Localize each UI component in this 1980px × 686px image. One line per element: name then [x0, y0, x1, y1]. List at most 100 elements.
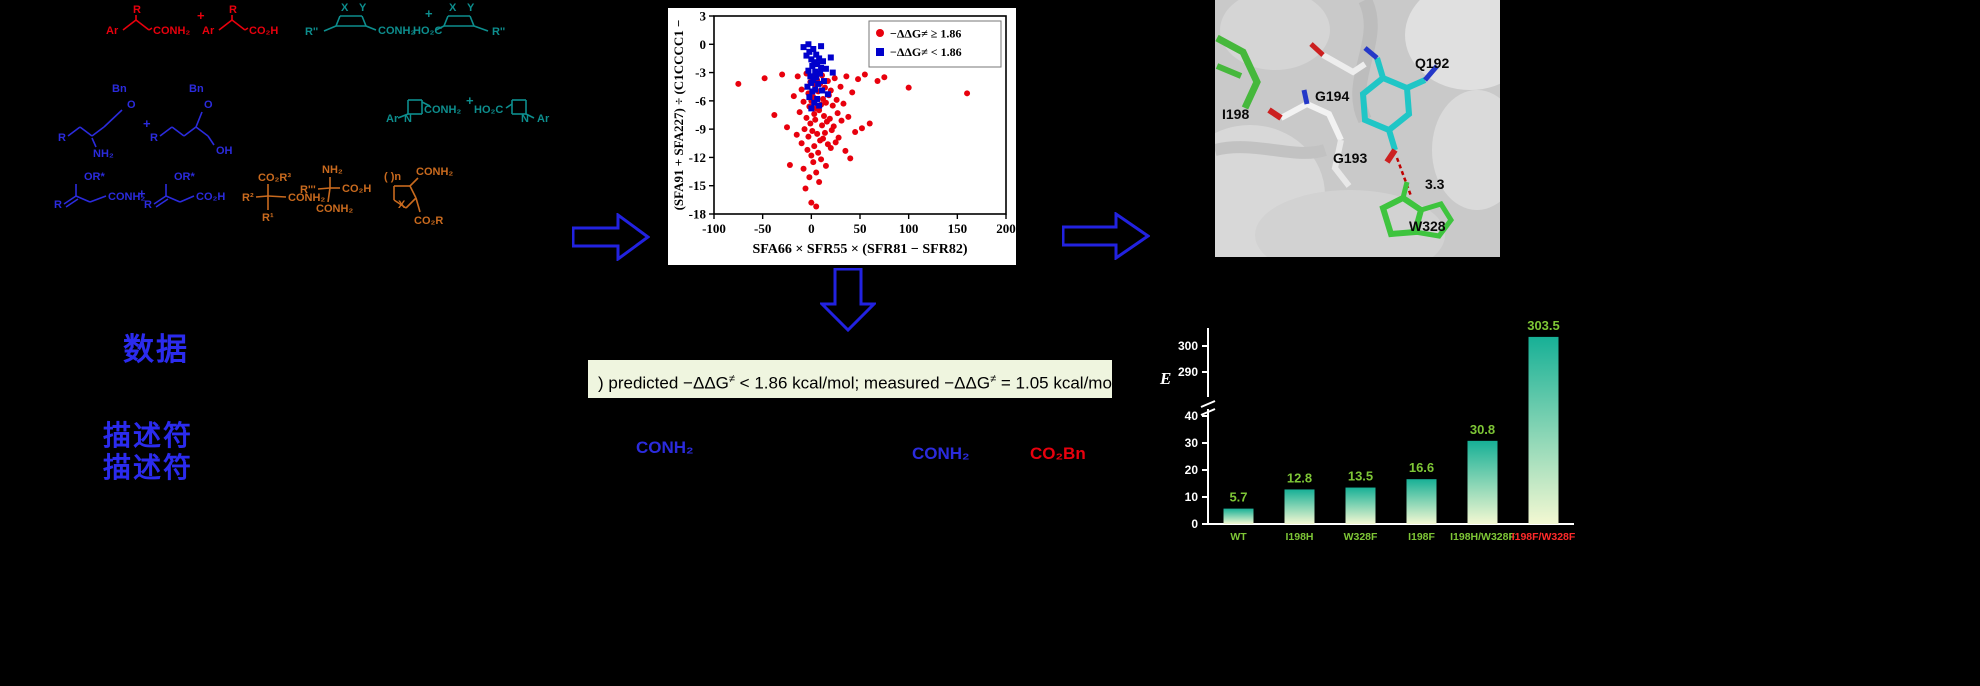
heterocycle-pair-top-label: Y — [467, 2, 475, 14]
obn-pair-label: O — [204, 99, 213, 111]
scatter-point-red — [833, 96, 840, 103]
obn-pair-bond — [67, 126, 81, 137]
distance-3-3-label: 3.3 — [1425, 176, 1445, 192]
enol-ether-pair-label: CONH₂ — [108, 191, 145, 203]
obn-pair-label: R — [58, 132, 66, 144]
cyclic-amide-ester-bond — [415, 197, 421, 213]
protein-label-layer: I198 Q192 G194 G193 3.3 W328 — [1215, 0, 1500, 257]
obn-pair-bond — [159, 126, 173, 137]
scatter-point-red — [803, 114, 810, 121]
scatter-point-blue — [800, 44, 807, 51]
heterocycle-pair-top-label: R'' — [305, 26, 319, 38]
y-tick-label: -15 — [689, 178, 707, 193]
substrate-label-1: CONH₂ — [636, 438, 694, 457]
bar-WT — [1223, 508, 1254, 524]
obn-pair-label: O — [127, 99, 136, 111]
obn-pair-label: Bn — [112, 83, 127, 95]
scatter-point-red — [814, 130, 821, 137]
prediction-annotation: ) predicted −ΔΔG≠ < 1.86 kcal/mol; measu… — [588, 360, 1116, 398]
scatter-point-blue — [814, 95, 821, 102]
residue-W328-sticks — [1379, 181, 1455, 239]
bar-y-tick-label: 30 — [1185, 436, 1199, 450]
scatter-point-blue — [806, 48, 813, 55]
scatter-point-blue — [819, 87, 826, 94]
quaternary-amide-label: R¹ — [262, 212, 274, 224]
scatter-point-red — [735, 80, 742, 87]
scatter-point-red — [796, 109, 803, 116]
azetidine-pair-bond — [525, 113, 535, 119]
quaternary-amide-label: R² — [242, 192, 254, 204]
scatter-point-blue — [820, 58, 827, 65]
annotation-mid: < 1.86 kcal/mol; measured −ΔΔG — [734, 373, 991, 393]
scatter-point-red — [881, 74, 888, 81]
scatter-point-red — [816, 107, 823, 114]
scatter-point-red — [809, 128, 816, 135]
obn-pair-label: R — [150, 132, 158, 144]
y-tick-label: 3 — [700, 9, 707, 24]
cyclic-amide-ester-bond — [405, 197, 417, 209]
enol-ether-pair-label: OR* — [174, 171, 196, 183]
ligand-sticks — [1359, 46, 1439, 164]
scatter-point-red — [866, 120, 873, 127]
scatter-point-red — [811, 111, 818, 118]
azetidine-pair-label: Ar — [537, 113, 550, 125]
label-descriptor-cn-1: 描述符 — [103, 420, 194, 451]
scatter-point-red — [827, 145, 834, 151]
scatter-point-red — [849, 89, 856, 96]
x-tick-label: 50 — [854, 221, 867, 236]
scatter-point-red — [807, 120, 814, 127]
legend-label-blue: −ΔΔG≠ < 1.86 — [890, 45, 962, 59]
residue-G193-label: G193 — [1333, 150, 1368, 166]
scatter-point-red — [820, 112, 827, 119]
bar-W328F — [1345, 487, 1376, 524]
heterocycle-pair-top-label: + — [425, 6, 433, 21]
bar-category-label: W328F — [1344, 531, 1378, 543]
y-tick-label: -18 — [689, 207, 707, 222]
scatter-point-red — [793, 131, 800, 138]
amino-acid-amide-label: CO₂H — [342, 183, 371, 195]
enol-ether-pair-label: R — [54, 199, 62, 211]
scatter-point-red — [813, 169, 820, 176]
scatter-point-red — [822, 162, 829, 169]
scatter-point-blue — [820, 78, 827, 85]
legend-marker-red — [876, 29, 884, 37]
scatter-point-red — [794, 73, 801, 80]
scatter-point-blue — [815, 80, 822, 87]
scatter-point-red — [779, 71, 786, 78]
scatter-point-red — [874, 78, 881, 85]
scatter-point-red — [815, 149, 822, 156]
heterocycle-pair-top-bond — [443, 15, 449, 27]
scatter-point-blue — [822, 65, 829, 72]
scatter-point-red — [905, 84, 912, 91]
y-tick-label: 0 — [700, 37, 707, 52]
obn-pair-label: Bn — [189, 83, 204, 95]
scatter-point-red — [811, 143, 818, 150]
heterocycle-pair-top-label: X — [341, 2, 349, 14]
residue-G194-label: G194 — [1315, 88, 1350, 104]
amino-acid-amide-bond — [327, 187, 331, 203]
scatter-point-red — [798, 140, 805, 147]
y-axis-label: (SFA91 + SFA227) ÷ (C1CCCC1 − — [671, 20, 686, 211]
scatter-point-blue — [814, 61, 821, 68]
scatter-point-red — [964, 90, 971, 97]
bar-I198F/W328F — [1528, 336, 1559, 524]
amide-acid-aryl-bond — [148, 27, 153, 31]
enol-ether-pair-label: CO₂H — [196, 191, 225, 203]
scatter-point-red — [821, 129, 828, 136]
enol-ether-pair-bond — [75, 195, 91, 203]
bar-value-label: 12.8 — [1287, 470, 1312, 485]
bar-y-axis-label: E — [1159, 369, 1171, 388]
scatter-point-blue — [829, 69, 836, 76]
bar-I198H/W328F — [1467, 440, 1498, 524]
scatter-point-red — [831, 75, 838, 82]
scatter-point-red — [842, 147, 849, 154]
substrate-label-2: CONH₂ — [912, 444, 970, 463]
x-tick-label: 150 — [948, 221, 968, 236]
enol-ether-pair-bond — [89, 195, 107, 203]
scatter-point-red — [800, 165, 807, 172]
obn-pair-bond — [195, 126, 209, 137]
azetidine-pair-label: N — [521, 113, 529, 125]
azetidine-pair-label: N — [404, 113, 412, 125]
amide-acid-aryl-label: + — [197, 8, 205, 23]
